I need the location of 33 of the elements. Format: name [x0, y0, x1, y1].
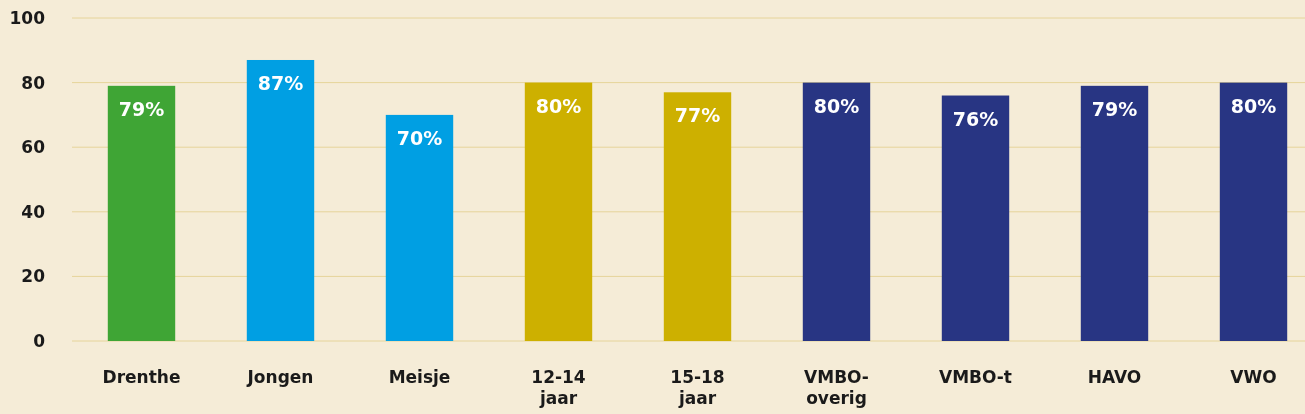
data-label: 80%	[813, 94, 860, 117]
bar	[941, 95, 1010, 341]
x-tick-label: HAVO	[1087, 367, 1142, 387]
bar	[385, 114, 454, 341]
x-tick-label: 12-14 jaar	[531, 367, 586, 408]
data-label: 79%	[1091, 97, 1138, 120]
y-tick-label: 20	[21, 266, 46, 287]
data-label: 77%	[674, 104, 721, 127]
bar	[524, 82, 593, 341]
bar	[107, 85, 176, 341]
x-tick-label: Jongen	[246, 367, 314, 387]
y-tick-label: 0	[33, 330, 46, 351]
x-tick-label: VMBO-overig	[804, 367, 869, 408]
x-tick-label: VMBO-t	[939, 367, 1012, 387]
x-tick-label: Drenthe	[102, 367, 181, 387]
data-label: 76%	[952, 107, 999, 130]
bar	[1080, 85, 1149, 341]
data-label: 79%	[118, 97, 165, 120]
x-tick-label: Meisje	[388, 367, 451, 387]
y-tick-label: 40	[21, 201, 46, 222]
bar	[663, 92, 732, 341]
data-label: 70%	[396, 126, 443, 149]
y-tick-label: 60	[21, 137, 46, 158]
bar	[246, 59, 315, 341]
data-label: 80%	[1230, 94, 1277, 117]
y-tick-label: 80	[21, 72, 46, 93]
data-label: 87%	[257, 71, 304, 94]
bar	[1219, 82, 1288, 341]
bar	[802, 82, 871, 341]
x-tick-label: VWO	[1230, 367, 1277, 387]
data-label: 80%	[535, 94, 582, 117]
x-tick-label: 15-18 jaar	[670, 367, 725, 408]
y-tick-label: 100	[9, 7, 46, 28]
